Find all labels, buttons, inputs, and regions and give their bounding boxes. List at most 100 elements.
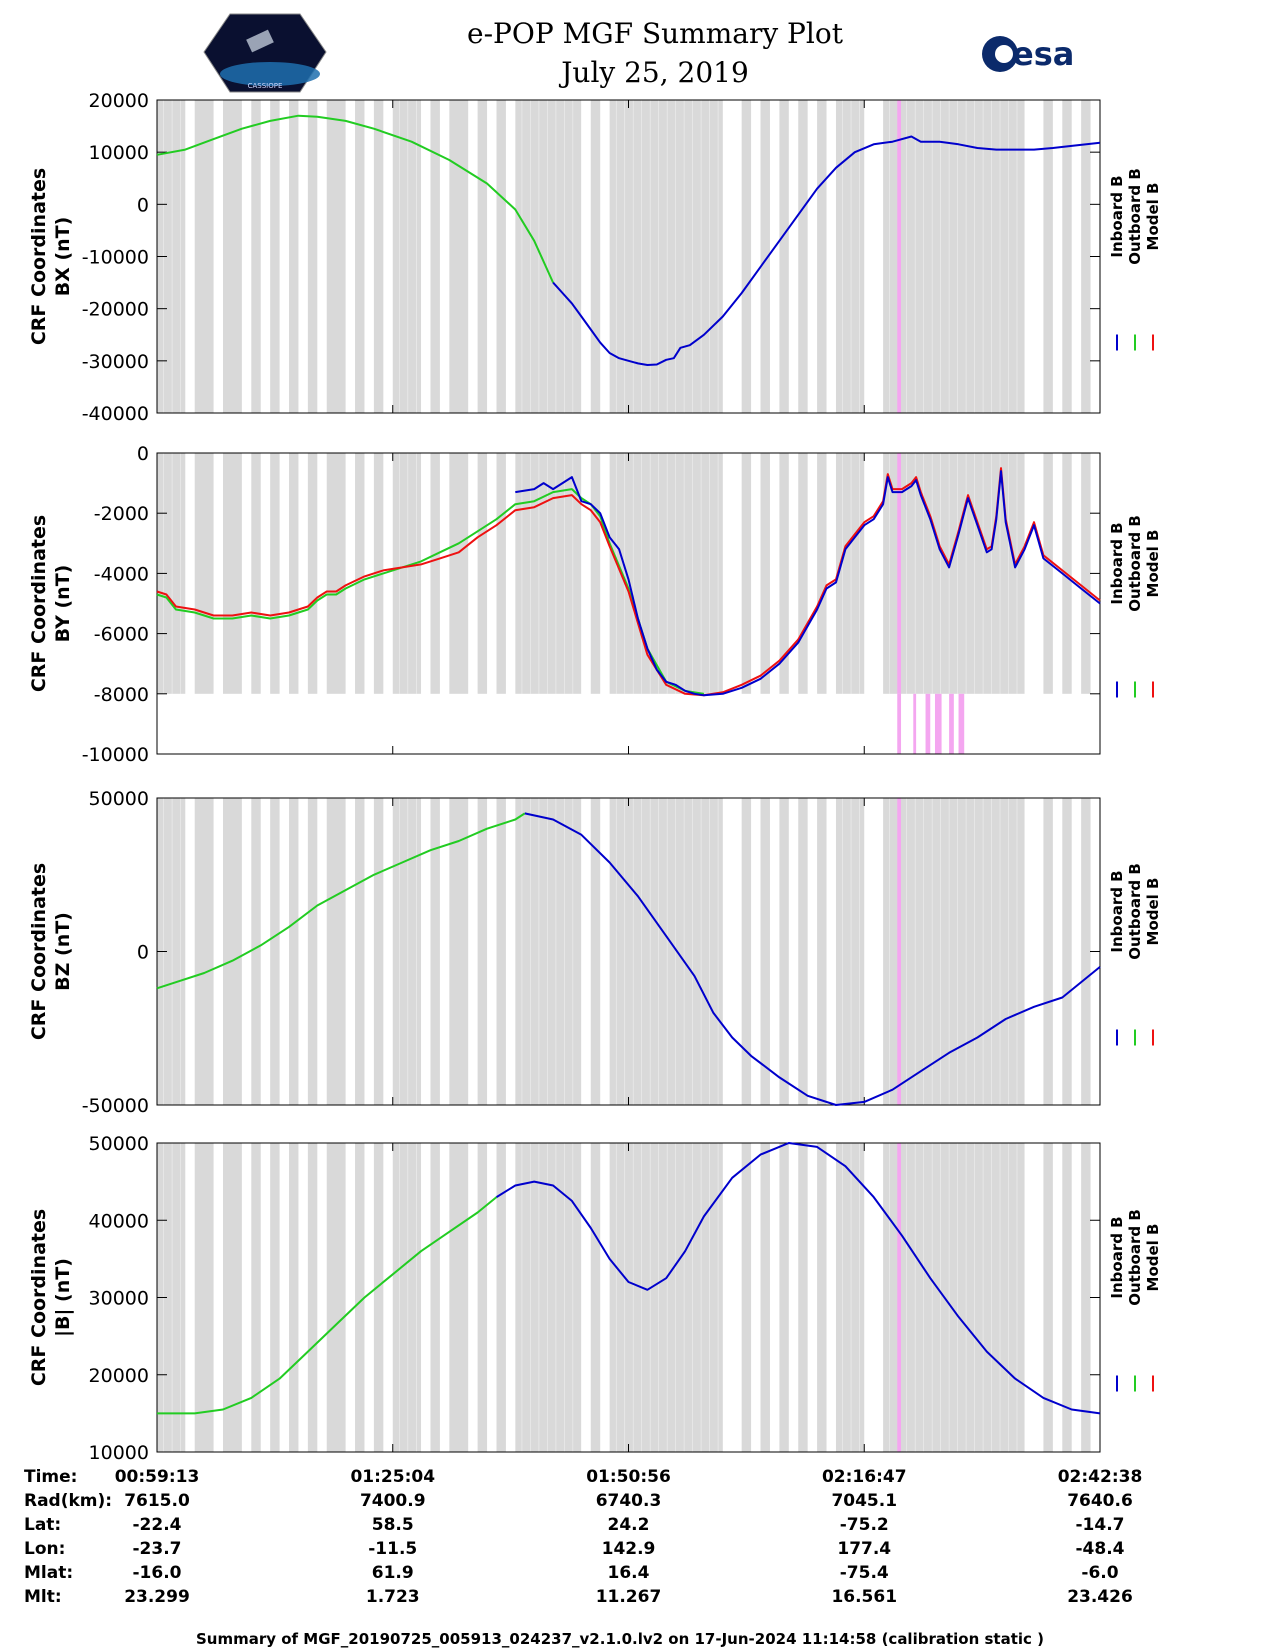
data-gap-band-9 xyxy=(373,453,384,694)
series-inboard-b xyxy=(515,470,1101,697)
data-gap-band-10 xyxy=(392,453,422,694)
data-gap-band-25 xyxy=(1043,453,1053,694)
data-gap-band-23 xyxy=(835,1143,865,1452)
y-tick-label: -40000 xyxy=(82,403,149,425)
position-value: 24.2 xyxy=(608,1515,650,1535)
y-tick-label: 20000 xyxy=(89,1365,149,1387)
y-axis-label: CRF Coordinates BZ (nT) xyxy=(28,863,74,1040)
data-gap-band-17 xyxy=(609,100,723,413)
series-inboard-b xyxy=(495,1142,1101,1415)
position-row-label: Mlt: xyxy=(24,1587,62,1607)
y-tick-label: -10000 xyxy=(82,247,149,269)
position-value: 177.4 xyxy=(837,1539,891,1559)
data-gap-band-23 xyxy=(835,798,865,1105)
data-gap-band-16 xyxy=(590,100,601,413)
data-gap-band-17 xyxy=(609,798,723,1105)
data-gap-band-22 xyxy=(817,1143,827,1452)
data-gap-band-12 xyxy=(449,100,469,413)
data-gap-band-10 xyxy=(392,1143,422,1452)
data-gap-band-21 xyxy=(798,798,808,1105)
position-value: 7640.6 xyxy=(1067,1491,1133,1511)
position-value: 58.5 xyxy=(372,1515,414,1535)
y-axis-label-line1: CRF Coordinates xyxy=(28,1209,50,1386)
y-tick-label: -30000 xyxy=(82,351,149,373)
position-value: 02:16:47 xyxy=(822,1467,907,1487)
data-gap-band-16 xyxy=(590,453,601,694)
legend-label: Outboard B xyxy=(1126,1209,1144,1306)
data-gap-band-3 xyxy=(251,798,261,1105)
event-band-lower xyxy=(897,693,902,754)
data-gap-band-14 xyxy=(496,453,506,694)
event-band-0 xyxy=(897,798,902,1105)
data-gap-band-1 xyxy=(194,798,214,1105)
data-gap-band-11 xyxy=(430,100,440,413)
legend-label: Model B xyxy=(1144,878,1162,946)
position-value: -6.0 xyxy=(1081,1563,1118,1583)
data-gap-band-5 xyxy=(289,453,299,694)
data-gap-band-10 xyxy=(392,100,422,413)
y-axis-label-line1: CRF Coordinates xyxy=(28,515,50,692)
position-value: 16.4 xyxy=(608,1563,650,1583)
y-tick-label: 0 xyxy=(137,443,149,465)
position-value: 7615.0 xyxy=(124,1491,190,1511)
data-gap-band-13 xyxy=(477,1143,488,1452)
y-tick-label: 10000 xyxy=(89,1442,149,1464)
event-band-0 xyxy=(897,453,902,694)
position-value: 23.426 xyxy=(1067,1587,1133,1607)
position-value: 00:59:13 xyxy=(115,1467,200,1487)
event-band-2 xyxy=(925,693,931,754)
legend-label: Inboard B xyxy=(1108,522,1126,604)
data-gap-band-17 xyxy=(609,453,723,694)
data-gap-band-11 xyxy=(430,798,440,1105)
position-value: -75.4 xyxy=(840,1563,889,1583)
data-gap-band-18 xyxy=(741,1143,752,1452)
position-value: 1.723 xyxy=(366,1587,420,1607)
esa-logo-text: esa xyxy=(1012,35,1074,73)
data-gap-band-1 xyxy=(194,1143,214,1452)
data-gap-band-9 xyxy=(373,798,384,1105)
y-tick-label: -2000 xyxy=(94,503,149,525)
y-tick-label: -6000 xyxy=(94,624,149,646)
legend-label: Outboard B xyxy=(1126,168,1144,265)
legend-label: Inboard B xyxy=(1108,870,1126,952)
series-outboard-b xyxy=(156,114,555,284)
data-gap-band-15 xyxy=(515,798,582,1105)
data-gap-band-10 xyxy=(392,798,422,1105)
y-axis-label-line2: BY (nT) xyxy=(52,565,74,643)
legend-label: Model B xyxy=(1144,1224,1162,1292)
position-value: -11.5 xyxy=(368,1539,417,1559)
data-gap-band-12 xyxy=(449,453,469,694)
y-axis-label: CRF Coordinates |B| (nT) xyxy=(28,1209,74,1386)
data-gap-band-25 xyxy=(1043,798,1053,1105)
y-axis-label-line1: CRF Coordinates xyxy=(28,863,50,1040)
y-tick-label: -50000 xyxy=(82,1095,149,1117)
data-gap-band-1 xyxy=(194,453,214,694)
legend-label: Inboard B xyxy=(1108,1216,1126,1298)
data-gap-band-5 xyxy=(289,1143,299,1452)
data-gap-band-12 xyxy=(449,798,469,1105)
data-gap-band-27 xyxy=(1081,453,1091,694)
data-gap-band-26 xyxy=(1062,1143,1072,1452)
position-value: 6740.3 xyxy=(596,1491,662,1511)
data-gap-band-7 xyxy=(326,798,346,1105)
data-gap-band-18 xyxy=(741,100,752,413)
data-gap-band-4 xyxy=(270,453,280,694)
data-gap-band-8 xyxy=(355,798,365,1105)
data-gap-band-15 xyxy=(515,453,582,694)
position-value: 23.299 xyxy=(124,1587,190,1607)
cassiope-logo: CASSIOPE xyxy=(203,13,327,93)
position-row-label: Lat: xyxy=(24,1515,61,1535)
legend-label: Outboard B xyxy=(1126,515,1144,612)
data-gap-band-2 xyxy=(223,453,242,694)
series-outboard-b xyxy=(156,812,526,990)
data-gap-band-27 xyxy=(1081,798,1091,1105)
data-gap-band-6 xyxy=(307,453,318,694)
y-tick-label: -8000 xyxy=(94,684,149,706)
data-gap-band-6 xyxy=(307,798,318,1105)
position-value: -48.4 xyxy=(1076,1539,1125,1559)
data-gap-band-2 xyxy=(223,100,242,413)
series-outboard-b xyxy=(156,488,705,695)
position-row-label: Rad(km): xyxy=(24,1491,112,1511)
data-gap-band-16 xyxy=(590,1143,601,1452)
